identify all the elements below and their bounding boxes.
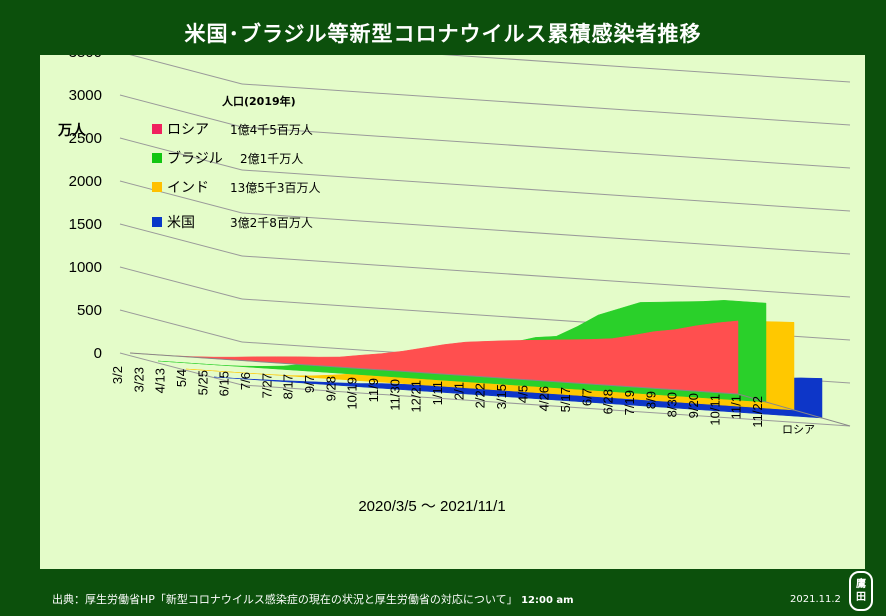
source-note: 出典：厚生労働省HP「新型コロナウイルス感染症の現在の状況と厚生労働省の対応につ… bbox=[52, 591, 574, 607]
legend-population: 3億2千8百万人 bbox=[230, 216, 313, 230]
y-tick-label: 1000 bbox=[69, 259, 102, 276]
gridline-3000 bbox=[241, 126, 851, 169]
x-tick-label: 1/11 bbox=[430, 381, 445, 405]
area-series-1 bbox=[129, 320, 739, 395]
wall-line-1500 bbox=[119, 223, 243, 257]
x-tick-label: 11/1 bbox=[729, 395, 744, 419]
source-text: 出典：厚生労働省HP「新型コロナウイルス感染症の現在の状況と厚生労働省の対応につ… bbox=[52, 593, 518, 606]
legend-header: 人口(2019年) bbox=[222, 94, 296, 108]
y-tick-label: 3500 bbox=[69, 55, 102, 61]
wall-line-0 bbox=[119, 352, 243, 386]
source-time: 12:00 am bbox=[521, 595, 574, 606]
chart-panel: 0500100015002000250030003500400045005000… bbox=[40, 55, 865, 569]
x-tick-label: 5/17 bbox=[558, 387, 573, 412]
y-tick-label: 2000 bbox=[69, 173, 102, 190]
x-tick-label: 11/30 bbox=[387, 379, 402, 411]
area-chart-3d: 0500100015002000250030003500400045005000… bbox=[57, 55, 851, 515]
legend-swatch bbox=[152, 217, 162, 227]
legend-swatch bbox=[152, 153, 162, 163]
x-tick-label: 3/2 bbox=[110, 366, 125, 384]
wall-line-500 bbox=[119, 309, 243, 343]
legend-label: ロシア bbox=[167, 122, 209, 138]
y-tick-label: 500 bbox=[77, 302, 102, 319]
x-tick-label: 7/19 bbox=[622, 390, 637, 415]
x-tick-label: 11/22 bbox=[750, 396, 765, 428]
x-axis-label: 2020/3/5 ～ 2021/11/1 bbox=[358, 498, 505, 515]
date-label: 2021.11.2 bbox=[790, 594, 841, 605]
seal-char-1: 鷹 bbox=[856, 579, 866, 590]
y-tick-label: 0 bbox=[94, 345, 102, 362]
x-tick-label: 5/25 bbox=[195, 370, 210, 395]
legend-label: インド bbox=[167, 180, 209, 196]
gridline-2000 bbox=[241, 212, 851, 255]
x-tick-label: 9/7 bbox=[302, 375, 317, 393]
legend-population: 1億4千5百万人 bbox=[230, 123, 313, 137]
gridline-1500 bbox=[241, 255, 851, 298]
x-tick-label: 10/11 bbox=[707, 394, 722, 426]
x-tick-label: 4/26 bbox=[537, 386, 552, 411]
depth-axis-line bbox=[737, 393, 851, 427]
x-tick-label: 8/9 bbox=[643, 391, 658, 409]
x-tick-label: 4/5 bbox=[515, 385, 530, 403]
x-tick-label: 12/21 bbox=[409, 380, 424, 413]
gridline-3500 bbox=[241, 83, 851, 126]
gridline-2500 bbox=[241, 169, 851, 212]
legend-swatch bbox=[152, 124, 162, 134]
x-axis-line bbox=[129, 352, 739, 395]
wall-line-2500 bbox=[119, 137, 243, 171]
wall-line-1000 bbox=[119, 266, 243, 300]
x-tick-label: 3/15 bbox=[494, 384, 509, 409]
y-tick-label: 3000 bbox=[69, 87, 102, 104]
x-tick-label: 9/28 bbox=[323, 376, 338, 401]
wall-line-2000 bbox=[119, 180, 243, 214]
legend-population: 2億1千万人 bbox=[240, 152, 303, 166]
x-tick-label: 6/15 bbox=[217, 371, 232, 396]
x-tick-label: 5/4 bbox=[174, 369, 189, 387]
y-tick-label: 1500 bbox=[69, 216, 102, 233]
depth-axis-label: ロシア bbox=[782, 423, 815, 436]
legend-swatch bbox=[152, 182, 162, 192]
wall-line-3000 bbox=[119, 94, 243, 128]
seal-char-2: 田 bbox=[856, 592, 866, 603]
y-tick-label: 2500 bbox=[69, 130, 102, 147]
y-axis-label: 万人 bbox=[57, 122, 87, 139]
gridline-4000 bbox=[442, 55, 851, 83]
x-tick-label: 7/27 bbox=[259, 373, 274, 398]
chart-title: 米国･ブラジル等新型コロナウイルス累積感染者推移 bbox=[184, 22, 702, 46]
x-tick-label: 6/28 bbox=[601, 389, 616, 414]
x-tick-label: 11/9 bbox=[366, 378, 381, 402]
x-tick-label: 10/19 bbox=[345, 377, 360, 410]
legend-label: ブラジル bbox=[167, 150, 223, 167]
x-tick-label: 8/30 bbox=[665, 392, 680, 417]
x-tick-label: 9/20 bbox=[686, 393, 701, 418]
x-tick-label: 2/1 bbox=[451, 382, 466, 400]
gridline-0 bbox=[241, 384, 851, 427]
x-tick-label: 7/6 bbox=[238, 372, 253, 390]
x-tick-label: 6/7 bbox=[579, 388, 594, 406]
x-tick-label: 4/13 bbox=[153, 368, 168, 393]
x-tick-label: 2/22 bbox=[473, 383, 488, 408]
author-seal: 鷹 田 bbox=[849, 571, 873, 611]
x-tick-label: 8/17 bbox=[281, 374, 296, 399]
legend-population: 13億5千3百万人 bbox=[230, 181, 321, 195]
legend-label: 米国 bbox=[167, 215, 195, 231]
wall-line-3500 bbox=[129, 55, 243, 85]
x-tick-label: 3/23 bbox=[131, 367, 146, 392]
